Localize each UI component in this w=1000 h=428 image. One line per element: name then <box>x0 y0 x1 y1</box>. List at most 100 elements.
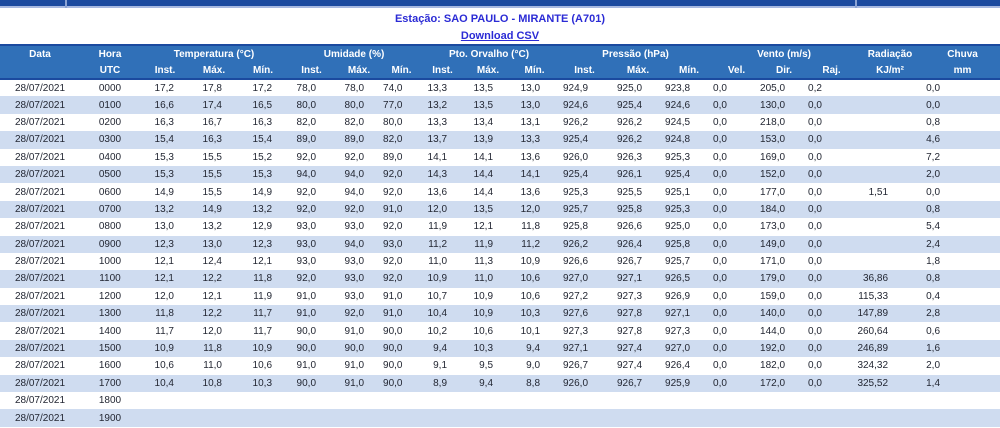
table-cell: 11,7 <box>253 325 273 337</box>
table-cell: 0,0 <box>808 256 822 268</box>
table-cell <box>855 114 925 131</box>
table-cell: 91,0 <box>383 290 403 302</box>
table-cell: 11,7 <box>253 308 273 320</box>
table-cell: 13,0 <box>202 238 222 250</box>
column-sub-header: UTC <box>80 62 140 80</box>
table-row: 28/07/2021 1400 11,7 12,0 11,7 90,0 91,0 90,0 10… <box>0 322 1000 340</box>
table-cell: 9,1 <box>433 360 448 372</box>
table-cell: 90,0 <box>383 360 403 372</box>
table-cell: 184,0 <box>760 203 786 215</box>
table-cell: 0,0 <box>808 221 822 233</box>
table-cell: 10,7 <box>427 290 448 302</box>
table-cell: 13,6 <box>427 186 448 198</box>
column-sub-header: Mín. <box>383 62 421 80</box>
table-cell: 1300 <box>98 308 122 320</box>
table-cell <box>855 166 925 183</box>
column-group-header: Chuva <box>925 44 1000 62</box>
table-cell: 0,0 <box>713 273 727 285</box>
weather-data-table: Data Hora Temperatura (°C) Umidade (%) Pto. … <box>0 44 1000 427</box>
table-cell <box>238 409 288 426</box>
table-row: 28/07/2021 1700 10,4 10,8 10,3 90,0 91,0 90,0 8,… <box>0 374 1000 393</box>
table-cell: 92,0 <box>383 256 403 268</box>
table-cell: 5,4 <box>926 221 941 233</box>
table-cell: 28/07/2021 <box>14 325 66 337</box>
table-cell: 925,4 <box>665 169 691 181</box>
table-cell: 4,6 <box>926 134 941 146</box>
table-cell: 0,0 <box>713 116 727 128</box>
table-cell: 1800 <box>98 395 122 407</box>
table-cell: 0200 <box>98 116 122 128</box>
table-cell: 12,0 <box>520 203 541 215</box>
table-cell: 13,3 <box>520 134 541 146</box>
table-cell: 927,2 <box>563 290 589 302</box>
table-cell: 92,0 <box>383 169 403 181</box>
column-sub-header: Inst. <box>140 62 190 80</box>
column-group-header: Pto. Orvalho (°C) <box>420 44 559 62</box>
table-cell: 0100 <box>98 99 122 111</box>
table-cell: 93,0 <box>296 238 317 250</box>
table-cell: 927,1 <box>563 343 589 355</box>
table-cell <box>140 392 190 409</box>
column-sub-header: Máx. <box>335 62 384 80</box>
table-cell <box>855 253 925 270</box>
group-header-row: Data Hora Temperatura (°C) Umidade (%) Pto. … <box>0 44 1000 62</box>
table-cell: 11,9 <box>428 221 448 233</box>
table-cell: 0000 <box>98 82 122 94</box>
table-cell <box>713 392 760 409</box>
table-cell: 0,0 <box>808 116 822 128</box>
table-cell: 91,0 <box>344 377 365 389</box>
table-cell: 11,8 <box>521 221 541 233</box>
column-sub-header: Máx. <box>465 62 512 80</box>
table-cell <box>611 392 665 409</box>
table-cell: 260,64 <box>857 325 889 337</box>
table-cell: 17,2 <box>252 82 273 94</box>
table-cell: 925,4 <box>563 169 589 181</box>
table-cell: 182,0 <box>760 360 786 372</box>
table-cell: 94,0 <box>344 186 365 198</box>
table-cell: 15,4 <box>252 134 273 146</box>
table-row: 28/07/2021 1100 12,1 12,2 11,8 92,0 93,0 92,0 10… <box>0 270 1000 288</box>
column-sub-header: Mín. <box>665 62 714 80</box>
table-cell: 90,0 <box>383 343 403 355</box>
table-cell: 11,0 <box>428 256 448 268</box>
table-cell: 12,0 <box>427 203 448 215</box>
table-cell: 169,0 <box>760 151 786 163</box>
table-cell: 924,5 <box>665 116 691 128</box>
table-cell: 927,6 <box>563 308 589 320</box>
table-cell: 1,6 <box>926 343 941 355</box>
table-cell: 925,4 <box>617 99 643 111</box>
table-cell: 173,0 <box>760 221 786 233</box>
table-row: 28/07/2021 1200 12,0 12,1 11,9 91,0 93,0 91,0 10… <box>0 287 1000 306</box>
table-cell: 10,9 <box>473 308 494 320</box>
table-cell: 12,1 <box>202 290 222 302</box>
column-group-header: Umidade (%) <box>288 44 421 62</box>
table-cell: 925,8 <box>665 238 691 250</box>
table-cell: 77,0 <box>383 99 403 111</box>
table-cell: 926,7 <box>617 377 643 389</box>
table-cell: 82,0 <box>296 116 317 128</box>
table-cell: 15,5 <box>202 186 222 198</box>
table-cell: 89,0 <box>344 134 365 146</box>
table-cell: 28/07/2021 <box>14 256 66 268</box>
table-cell: 11,8 <box>253 273 273 285</box>
table-cell: 926,5 <box>665 273 691 285</box>
column-sub-header: Mín. <box>238 62 289 80</box>
table-cell <box>511 392 558 409</box>
table-cell: 13,6 <box>520 151 541 163</box>
table-cell: 925,3 <box>665 203 691 215</box>
table-cell: 925,0 <box>617 82 643 94</box>
table-cell: 925,4 <box>563 134 589 146</box>
table-cell <box>855 149 925 166</box>
table-cell: 0300 <box>98 134 122 146</box>
table-cell: 926,2 <box>617 116 643 128</box>
table-cell: 0,0 <box>808 134 822 146</box>
nav-divider <box>65 0 67 8</box>
download-csv-link[interactable]: Download CSV <box>460 30 540 42</box>
table-row: 28/07/2021 0800 13,0 13,2 12,9 93,0 93,0 92,0 11… <box>0 218 1000 236</box>
table-row: 28/07/2021 0100 16,6 17,4 16,5 80,0 80,0 77,0 13… <box>0 96 1000 114</box>
table-row: 28/07/2021 0300 15,4 16,3 15,4 89,0 89,0 82,0 13… <box>0 131 1000 149</box>
table-cell: 80,0 <box>383 116 403 128</box>
table-cell: 14,9 <box>202 203 222 215</box>
table-cell: 11,9 <box>474 238 494 250</box>
table-cell: 925,9 <box>665 377 691 389</box>
